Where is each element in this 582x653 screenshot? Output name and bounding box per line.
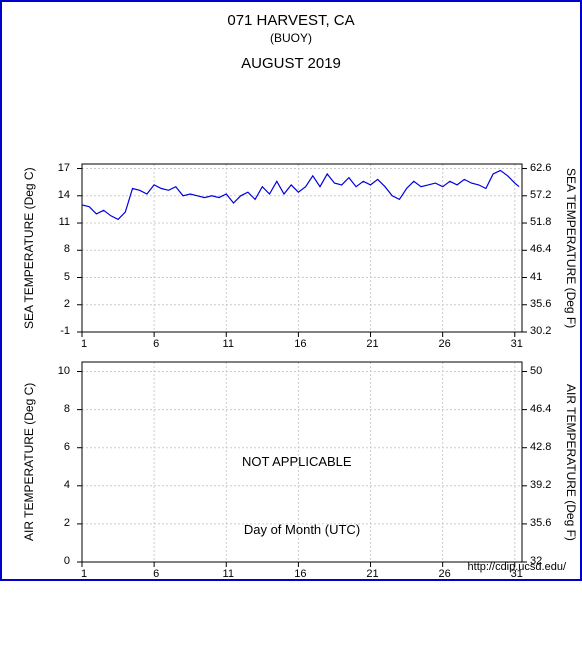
- x-axis-label: Day of Month (UTC): [82, 522, 522, 537]
- title-period: AUGUST 2019: [2, 55, 580, 72]
- title-main: 071 HARVEST, CA: [2, 12, 580, 29]
- y-right-tick: 50: [530, 365, 542, 377]
- y-right-label: AIR TEMPERATURE (Deg F): [564, 372, 578, 552]
- x-tick: 1: [74, 568, 94, 580]
- y-left-tick: 2: [64, 517, 70, 529]
- chart-frame: 071 HARVEST, CA (BUOY) AUGUST 2019 -1258…: [0, 0, 582, 581]
- y-right-tick: 46.4: [530, 403, 551, 415]
- title-subtitle: (BUOY): [2, 31, 580, 45]
- y-left-tick: 0: [64, 555, 70, 567]
- y-left-tick: 4: [64, 479, 70, 491]
- x-tick: 11: [218, 568, 238, 580]
- y-left-tick: 6: [64, 441, 70, 453]
- source-url: http://cdip.ucsd.edu/: [468, 561, 566, 573]
- overlay-text: NOT APPLICABLE: [242, 454, 352, 469]
- y-left-tick: 10: [58, 365, 70, 377]
- y-right-tick: 39.2: [530, 479, 551, 491]
- y-left-tick: 8: [64, 403, 70, 415]
- y-right-tick: 42.8: [530, 441, 551, 453]
- x-tick: 26: [435, 568, 455, 580]
- y-right-tick: 35.6: [530, 517, 551, 529]
- x-tick: 21: [363, 568, 383, 580]
- y-left-label: AIR TEMPERATURE (Deg C): [22, 372, 36, 552]
- x-tick: 6: [146, 568, 166, 580]
- x-tick: 16: [290, 568, 310, 580]
